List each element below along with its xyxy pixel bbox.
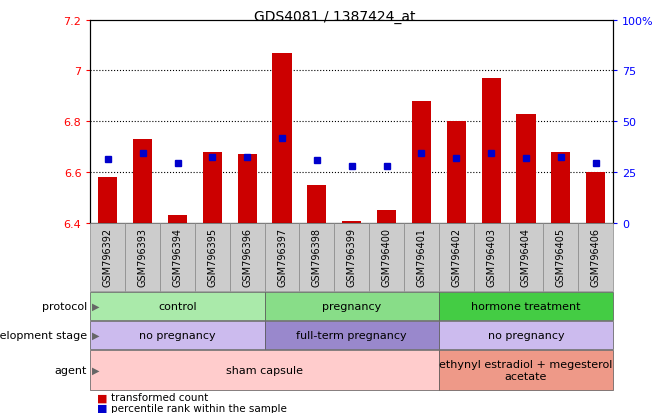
Bar	[238, 155, 257, 223]
Bar	[168, 216, 187, 223]
Bar	[265, 292, 439, 320]
Bar	[90, 223, 125, 291]
Bar	[125, 223, 160, 291]
Text: percentile rank within the sample: percentile rank within the sample	[111, 403, 287, 413]
Text: sham capsule: sham capsule	[226, 365, 303, 375]
Text: GSM796404: GSM796404	[521, 228, 531, 287]
Text: GSM796396: GSM796396	[243, 228, 252, 287]
Text: ■: ■	[97, 392, 108, 402]
Bar	[273, 54, 291, 223]
Bar	[203, 152, 222, 223]
Text: no pregnancy: no pregnancy	[139, 330, 216, 340]
Bar	[543, 223, 578, 291]
Text: ▶: ▶	[92, 365, 99, 375]
Bar	[412, 102, 431, 223]
Bar	[578, 223, 613, 291]
Text: ethynyl estradiol + megesterol
acetate: ethynyl estradiol + megesterol acetate	[440, 359, 612, 381]
Bar	[439, 223, 474, 291]
Bar	[509, 223, 543, 291]
Text: pregnancy: pregnancy	[322, 301, 381, 311]
Bar	[334, 223, 369, 291]
Bar	[98, 178, 117, 223]
Bar	[447, 122, 466, 223]
Text: hormone treatment: hormone treatment	[471, 301, 581, 311]
Text: protocol: protocol	[42, 301, 87, 311]
Bar	[586, 173, 605, 223]
Text: GSM796394: GSM796394	[173, 228, 182, 287]
Text: control: control	[158, 301, 197, 311]
Bar	[404, 223, 439, 291]
Text: GSM796405: GSM796405	[556, 228, 565, 287]
Text: GSM796400: GSM796400	[382, 228, 391, 287]
Bar	[299, 223, 334, 291]
Bar	[517, 114, 535, 223]
Text: GSM796406: GSM796406	[591, 228, 600, 287]
Bar	[133, 140, 152, 223]
Text: GSM796402: GSM796402	[452, 228, 461, 287]
Bar	[377, 210, 396, 223]
Bar	[195, 223, 230, 291]
Text: GSM796401: GSM796401	[417, 228, 426, 287]
Bar	[439, 350, 613, 390]
Bar	[90, 350, 439, 390]
Bar	[474, 223, 509, 291]
Text: full-term pregnancy: full-term pregnancy	[296, 330, 407, 340]
Bar	[439, 292, 613, 320]
Text: agent: agent	[55, 365, 87, 375]
Bar	[265, 321, 439, 349]
Text: GSM796403: GSM796403	[486, 228, 496, 287]
Text: ▶: ▶	[92, 330, 99, 340]
Text: development stage: development stage	[0, 330, 87, 340]
Bar	[160, 223, 195, 291]
Text: GSM796399: GSM796399	[347, 228, 356, 287]
Bar	[90, 321, 265, 349]
Text: GDS4081 / 1387424_at: GDS4081 / 1387424_at	[254, 10, 416, 24]
Text: ▶: ▶	[92, 301, 99, 311]
Text: transformed count: transformed count	[111, 392, 208, 402]
Bar	[230, 223, 265, 291]
Text: GSM796392: GSM796392	[103, 228, 113, 287]
Text: GSM796398: GSM796398	[312, 228, 322, 287]
Bar	[308, 185, 326, 223]
Text: ■: ■	[97, 403, 108, 413]
Bar	[551, 152, 570, 223]
Bar	[439, 321, 613, 349]
Bar	[342, 222, 361, 223]
Bar	[90, 292, 265, 320]
Text: GSM796395: GSM796395	[208, 228, 217, 287]
Bar	[482, 79, 500, 223]
Text: no pregnancy: no pregnancy	[488, 330, 564, 340]
Text: GSM796393: GSM796393	[138, 228, 147, 287]
Bar	[369, 223, 404, 291]
Bar	[265, 223, 299, 291]
Text: GSM796397: GSM796397	[277, 228, 287, 287]
